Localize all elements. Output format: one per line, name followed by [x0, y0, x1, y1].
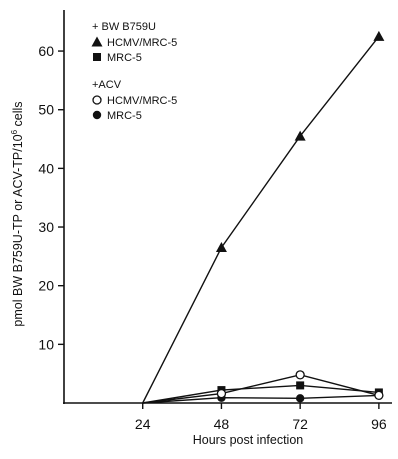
legend-label: HCMV/MRC-5 [107, 37, 177, 49]
series-line [142, 394, 379, 404]
legend-marker [91, 36, 103, 47]
series-layer [142, 30, 385, 404]
data-point [373, 30, 385, 41]
data-point [296, 381, 305, 390]
legend-label: HCMV/MRC-5 [107, 95, 177, 107]
series-square [142, 381, 383, 404]
legend-group-header: +ACV [92, 79, 122, 91]
y-tick-label: 40 [38, 160, 54, 176]
x-tick-label: 48 [214, 416, 230, 432]
y-tick-label: 20 [38, 278, 54, 294]
series-line [142, 384, 379, 404]
legend-group-header: + BW B759U [92, 21, 156, 33]
legend-marker [93, 53, 101, 61]
y-tick-label: 50 [38, 102, 54, 118]
data-point [295, 394, 305, 403]
data-point [295, 370, 305, 380]
data-point [216, 388, 227, 399]
series-triangle [142, 30, 385, 404]
axes: 10 20 30 40 50 60 24 48 72 96 [38, 10, 392, 432]
data-point [215, 242, 227, 253]
legend-label: MRC-5 [107, 110, 142, 122]
data-point [374, 390, 384, 401]
x-tick-label: 72 [292, 416, 308, 432]
y-tick-label: 30 [38, 219, 54, 235]
series-line [142, 374, 380, 404]
legend: + BW B759U HCMV/MRC-5 MRC-5 +ACV HCMV/MRC-5 M… [91, 21, 177, 122]
legend-marker [92, 95, 102, 105]
legend-marker [92, 110, 102, 120]
y-tick-label: 10 [38, 336, 54, 352]
x-tick-label: 24 [135, 416, 151, 432]
y-tick-label: 60 [38, 43, 54, 59]
series-line [142, 35, 380, 404]
x-tick-label: 96 [371, 416, 387, 432]
data-point [294, 130, 306, 141]
legend-label: MRC-5 [107, 52, 142, 64]
x-axis-title: Hours post infection [193, 433, 304, 447]
series-circle-open [142, 370, 384, 404]
y-axis-title: pmol BW B759U-TP or ACV-TP/106 cells [10, 101, 25, 326]
